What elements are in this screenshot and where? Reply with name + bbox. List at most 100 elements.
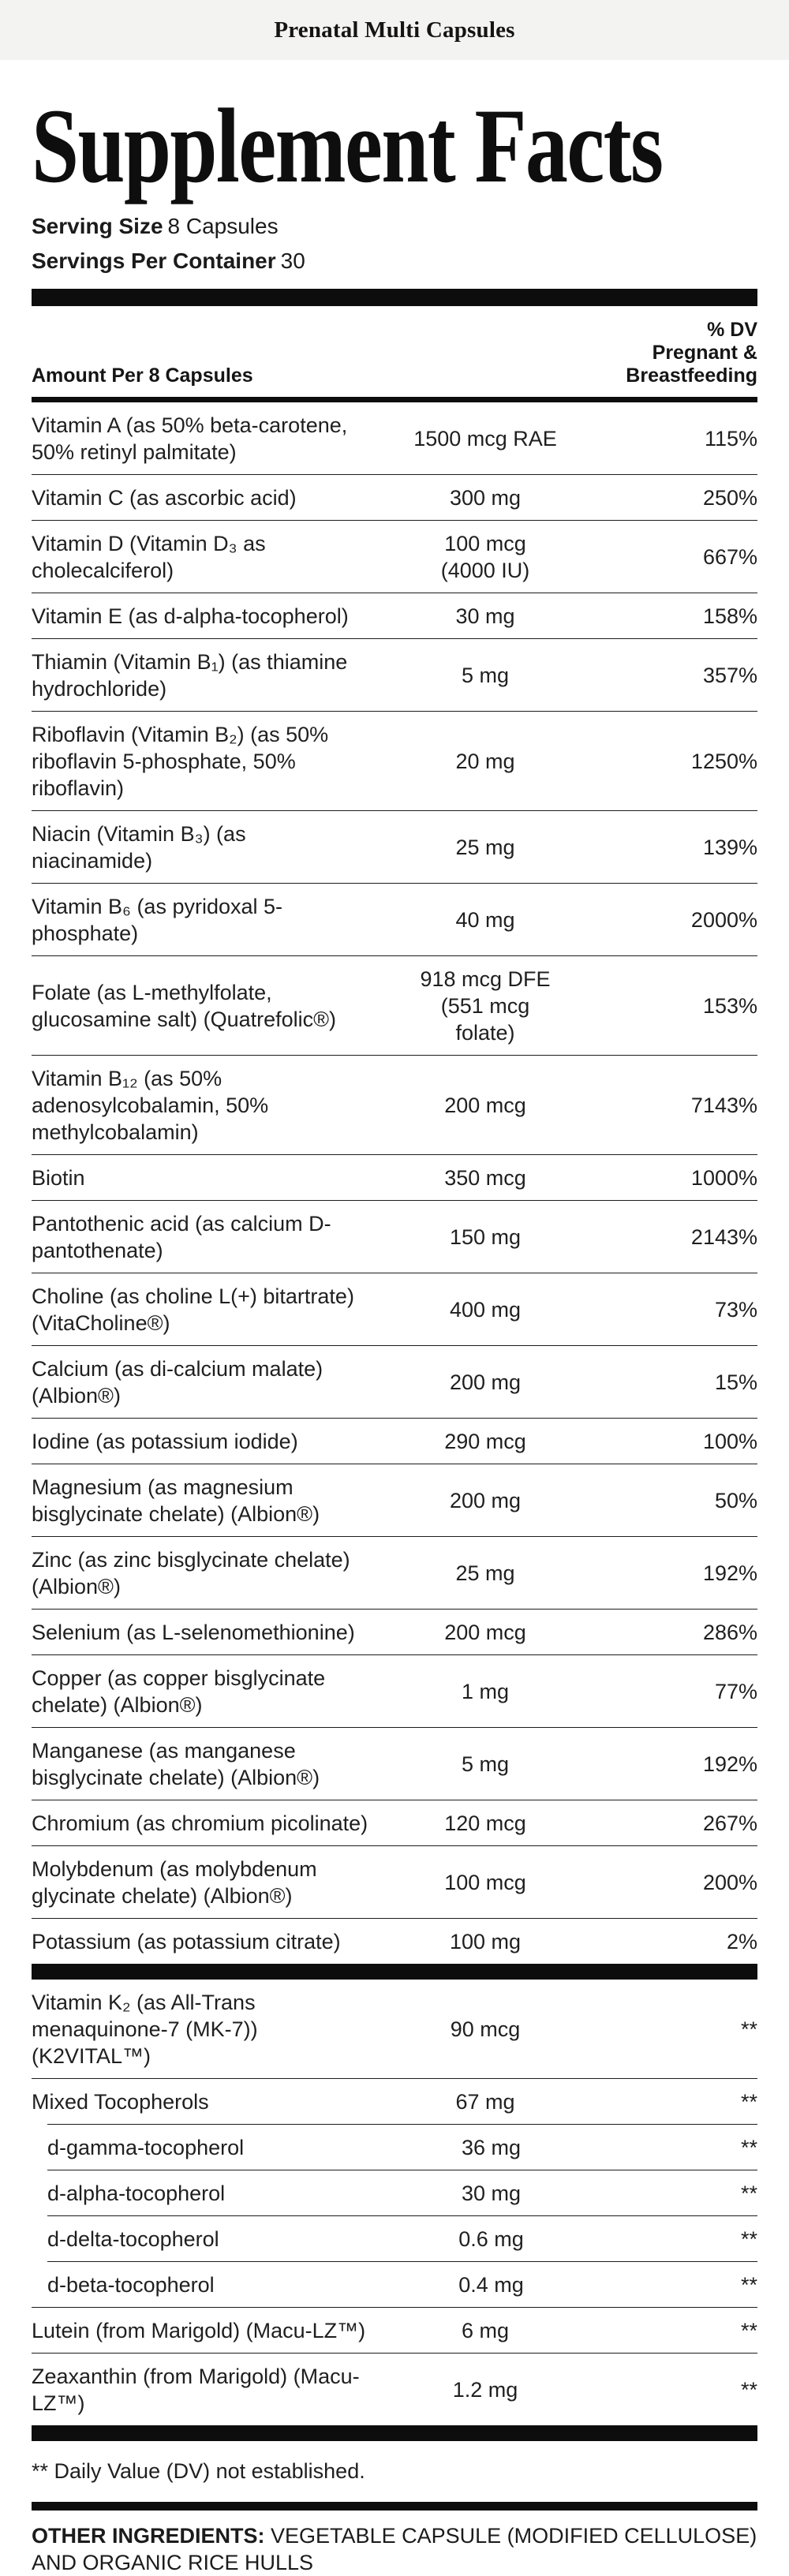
ingredient-name: Manganese (as manganese bisglycinate che… xyxy=(32,1738,320,1789)
ingredient-amount: 120 mcg xyxy=(444,1811,526,1835)
ingredient-dv: 250% xyxy=(702,485,757,510)
ingredient-name: Riboflavin (Vitamin B₂) (as 50% riboflav… xyxy=(32,722,329,800)
ingredient-amount: 25 mg xyxy=(455,835,515,859)
ingredient-name: Vitamin D (Vitamin D₃ as cholecalciferol… xyxy=(32,531,266,582)
ingredient-name: Selenium (as L-selenomethionine) xyxy=(32,1620,355,1644)
ingredient-dv: 73% xyxy=(714,1297,757,1322)
table-row: Potassium (as potassium citrate) 100 mg … xyxy=(32,1918,757,1964)
table-row: Molybdenum (as molybdenum glycinate chel… xyxy=(32,1845,757,1918)
section-divider-bar xyxy=(32,1964,757,1980)
ingredient-dv: ** xyxy=(740,2272,757,2297)
footnote-block: ** Daily Value (DV) not established. xyxy=(32,2441,757,2502)
ingredient-name: Vitamin K₂ (as All-Trans menaquinone-7 (… xyxy=(32,1990,258,2068)
product-title: Prenatal Multi Capsules xyxy=(274,17,515,43)
ingredient-amount: 350 mcg xyxy=(444,1165,526,1190)
ingredient-amount: 67 mg xyxy=(455,2089,515,2114)
ingredient-amount: 918 mcg DFE (551 mcg folate) xyxy=(420,966,551,1045)
ingredient-dv: 2% xyxy=(726,1929,757,1953)
dv-column-header: % DV Pregnant & Breastfeeding xyxy=(626,319,757,387)
ingredient-amount: 6 mg xyxy=(461,2318,509,2342)
ingredient-amount: 5 mg xyxy=(461,1752,509,1776)
ingredient-amount: 200 mcg xyxy=(444,1620,526,1644)
ingredient-amount: 30 mg xyxy=(461,2181,522,2205)
ingredient-amount: 200 mcg xyxy=(444,1093,526,1117)
table-column-headers: Amount Per 8 Capsules % DV Pregnant & Br… xyxy=(32,319,757,387)
table-row: Vitamin E (as d-alpha-tocopherol) 30 mg … xyxy=(32,593,757,638)
ingredient-name: d-beta-tocopherol xyxy=(47,2272,215,2297)
servings-per-container-label: Servings Per Container xyxy=(32,249,276,273)
nutrient-rows-main: Vitamin A (as 50% beta-carotene, 50% ret… xyxy=(32,402,757,1964)
ingredient-amount: 20 mg xyxy=(455,749,515,773)
ingredient-amount: 290 mcg xyxy=(444,1429,526,1453)
ingredient-dv: 2000% xyxy=(690,907,757,932)
ingredient-dv: ** xyxy=(740,2181,757,2205)
table-row: Mixed Tocopherols 67 mg ** xyxy=(32,2078,757,2124)
table-row: Manganese (as manganese bisglycinate che… xyxy=(32,1727,757,1800)
table-row: Iodine (as potassium iodide) 290 mcg 100… xyxy=(32,1418,757,1464)
ingredient-amount: 5 mg xyxy=(461,663,509,687)
ingredient-dv: 15% xyxy=(714,1370,757,1394)
ingredient-name: Copper (as copper bisglycinate chelate) … xyxy=(32,1666,326,1717)
ingredient-dv: ** xyxy=(740,2318,757,2342)
ingredient-dv: 7143% xyxy=(690,1093,757,1117)
ingredient-name: Niacin (Vitamin B₃) (as niacinamide) xyxy=(32,821,246,873)
ingredient-name: Molybdenum (as molybdenum glycinate chel… xyxy=(32,1856,317,1908)
table-row: Vitamin A (as 50% beta-carotene, 50% ret… xyxy=(32,402,757,474)
ingredient-dv: ** xyxy=(740,2226,757,2251)
nutrient-rows-no-dv: Vitamin K₂ (as All-Trans menaquinone-7 (… xyxy=(32,1980,757,2425)
ingredient-amount: 1500 mcg RAE xyxy=(413,426,557,451)
table-row: Choline (as choline L(+) bitartrate) (Vi… xyxy=(32,1273,757,1345)
ingredient-dv: 2143% xyxy=(690,1224,757,1249)
table-row: Selenium (as L-selenomethionine) 200 mcg… xyxy=(32,1609,757,1654)
dv-footnote: ** Daily Value (DV) not established. xyxy=(32,2459,365,2483)
ingredient-dv: ** xyxy=(740,2377,757,2402)
table-row: Biotin 350 mcg 1000% xyxy=(32,1154,757,1200)
ingredient-name: Potassium (as potassium citrate) xyxy=(32,1929,341,1953)
amount-column-header: Amount Per 8 Capsules xyxy=(32,365,253,387)
ingredient-name: Choline (as choline L(+) bitartrate) (Vi… xyxy=(32,1284,354,1335)
table-row: Zeaxanthin (from Marigold) (Macu-LZ™) 1.… xyxy=(32,2353,757,2425)
ingredient-name: Magnesium (as magnesium bisglycinate che… xyxy=(32,1475,320,1526)
table-row: d-gamma-tocopherol 36 mg ** xyxy=(47,2124,757,2170)
ingredient-name: Vitamin B₆ (as pyridoxal 5-phosphate) xyxy=(32,894,283,945)
table-row: Vitamin D (Vitamin D₃ as cholecalciferol… xyxy=(32,520,757,593)
ingredient-amount: 100 mg xyxy=(449,1929,522,1953)
ingredient-dv: 100% xyxy=(702,1429,757,1453)
ingredient-dv: 50% xyxy=(714,1488,757,1512)
ingredient-dv: ** xyxy=(740,2135,757,2159)
table-row: Riboflavin (Vitamin B₂) (as 50% riboflav… xyxy=(32,711,757,810)
ingredient-amount: 150 mg xyxy=(449,1224,522,1249)
ingredient-dv: 267% xyxy=(702,1811,757,1835)
header-rule-bar xyxy=(32,397,757,402)
table-row: Niacin (Vitamin B₃) (as niacinamide) 25 … xyxy=(32,810,757,883)
ingredient-name: Chromium (as chromium picolinate) xyxy=(32,1811,368,1835)
ingredient-amount: 30 mg xyxy=(455,604,515,628)
table-row: Vitamin B₁₂ (as 50% adenosylcobalamin, 5… xyxy=(32,1055,757,1154)
other-ingredients: OTHER INGREDIENTS: VEGETABLE CAPSULE (MO… xyxy=(32,2522,757,2576)
ingredient-name: Biotin xyxy=(32,1165,85,1190)
product-title-banner: Prenatal Multi Capsules xyxy=(0,0,789,60)
ingredient-amount: 0.6 mg xyxy=(458,2226,524,2251)
table-row: Magnesium (as magnesium bisglycinate che… xyxy=(32,1464,757,1536)
ingredient-dv: 200% xyxy=(702,1870,757,1894)
ingredient-dv: 1250% xyxy=(690,749,757,773)
footnote-top-bar xyxy=(32,2425,757,2441)
ingredient-dv: 139% xyxy=(702,835,757,859)
ingredient-amount: 200 mg xyxy=(449,1370,522,1394)
ingredient-amount: 40 mg xyxy=(455,907,515,932)
ingredient-dv: 192% xyxy=(702,1752,757,1776)
ingredient-dv: 667% xyxy=(702,544,757,569)
other-ingredients-label: OTHER INGREDIENTS: xyxy=(32,2524,265,2548)
table-row: Pantothenic acid (as calcium D-pantothen… xyxy=(32,1200,757,1273)
serving-size-label: Serving Size xyxy=(32,214,163,238)
ingredient-amount: 0.4 mg xyxy=(458,2272,524,2297)
table-row: Copper (as copper bisglycinate chelate) … xyxy=(32,1654,757,1727)
table-row: Vitamin B₆ (as pyridoxal 5-phosphate) 40… xyxy=(32,883,757,955)
ingredient-dv: 192% xyxy=(702,1561,757,1585)
ingredient-amount: 300 mg xyxy=(449,485,522,510)
ingredient-name: Calcium (as di-calcium malate) (Albion®) xyxy=(32,1356,323,1408)
ingredient-name: Vitamin A (as 50% beta-carotene, 50% ret… xyxy=(32,413,348,464)
supplement-facts-heading-text: Supplement Facts xyxy=(32,87,664,205)
ingredient-amount: 400 mg xyxy=(449,1297,522,1322)
top-divider-bar xyxy=(32,289,757,306)
